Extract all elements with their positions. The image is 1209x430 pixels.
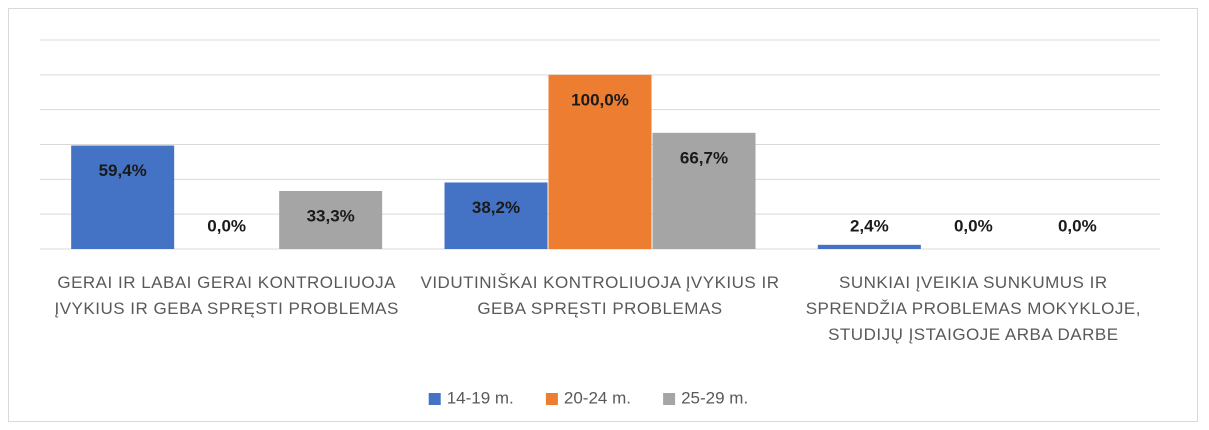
- legend-swatch: [545, 393, 558, 405]
- legend-swatch: [428, 393, 441, 405]
- data-label: 66,7%: [680, 148, 728, 167]
- data-label: 2,4%: [850, 216, 889, 235]
- bar: [71, 145, 175, 249]
- bar: [548, 74, 652, 249]
- data-label: 33,3%: [307, 206, 355, 225]
- legend-label: 20-24 m.: [564, 388, 631, 407]
- legend-swatch: [663, 393, 676, 405]
- data-label: 100,0%: [571, 90, 629, 109]
- data-label: 59,4%: [99, 161, 147, 180]
- bar: [652, 132, 756, 249]
- x-tick-label: SUNKIAI ĮVEIKIA SUNKUMUS IR SPRENDŽIA PR…: [805, 273, 1141, 344]
- x-tick-label: VIDUTINIŠKAI KONTROLIUOJA ĮVYKIUS IR GEB…: [420, 273, 780, 318]
- legend-label: 14-19 m.: [447, 388, 514, 407]
- legend-label: 25-29 m.: [681, 388, 748, 407]
- data-label: 38,2%: [472, 198, 520, 217]
- bar: [817, 244, 921, 249]
- bar: [444, 182, 548, 249]
- data-label: 0,0%: [954, 216, 993, 235]
- bar: [279, 191, 383, 249]
- x-tick-label: GERAI IR LABAI GERAI KONTROLIUOJA ĮVYKIU…: [54, 273, 399, 318]
- data-label: 0,0%: [1058, 216, 1097, 235]
- chart-frame: [8, 8, 1198, 422]
- data-label: 0,0%: [207, 216, 246, 235]
